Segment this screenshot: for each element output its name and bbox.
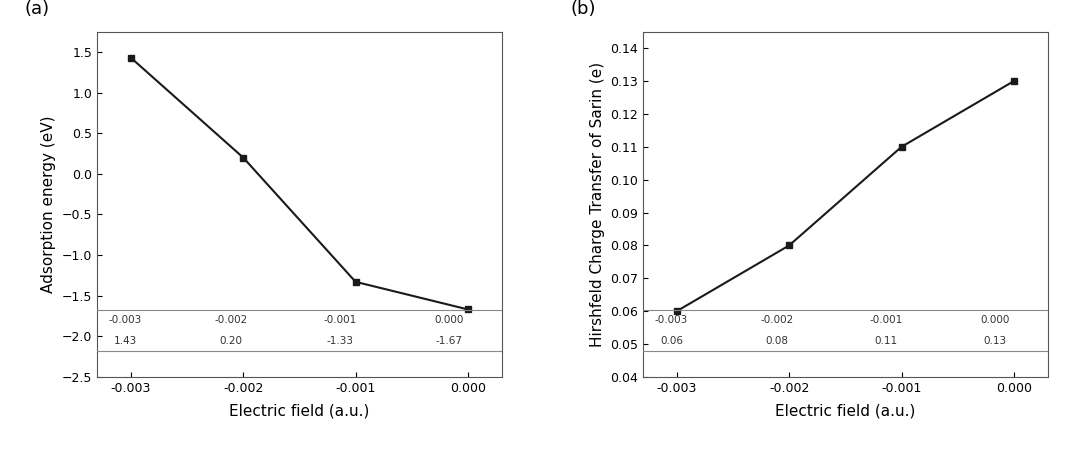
Y-axis label: Hirshfeld Charge Transfer of Sarin (e): Hirshfeld Charge Transfer of Sarin (e) [590,62,605,347]
Text: 0.000: 0.000 [981,315,1010,325]
Text: 0.11: 0.11 [875,336,897,345]
Text: 0.13: 0.13 [984,336,1007,345]
Text: -1.33: -1.33 [326,336,353,345]
Text: -0.002: -0.002 [760,315,793,325]
Text: (b): (b) [570,0,596,18]
Text: -0.001: -0.001 [869,315,903,325]
Text: 0.06: 0.06 [660,336,683,345]
Text: 0.08: 0.08 [765,336,788,345]
Text: (a): (a) [25,0,50,18]
Text: -0.003: -0.003 [654,315,688,325]
Text: 1.43: 1.43 [113,336,137,345]
Text: 0.000: 0.000 [434,315,463,325]
Y-axis label: Adsorption energy (eV): Adsorption energy (eV) [41,116,56,293]
Text: -0.003: -0.003 [109,315,143,325]
X-axis label: Electric field (a.u.): Electric field (a.u.) [229,403,369,418]
Text: 0.20: 0.20 [219,336,242,345]
Text: -1.67: -1.67 [435,336,462,345]
X-axis label: Electric field (a.u.): Electric field (a.u.) [775,403,916,418]
Text: -0.001: -0.001 [323,315,356,325]
Text: -0.002: -0.002 [214,315,247,325]
